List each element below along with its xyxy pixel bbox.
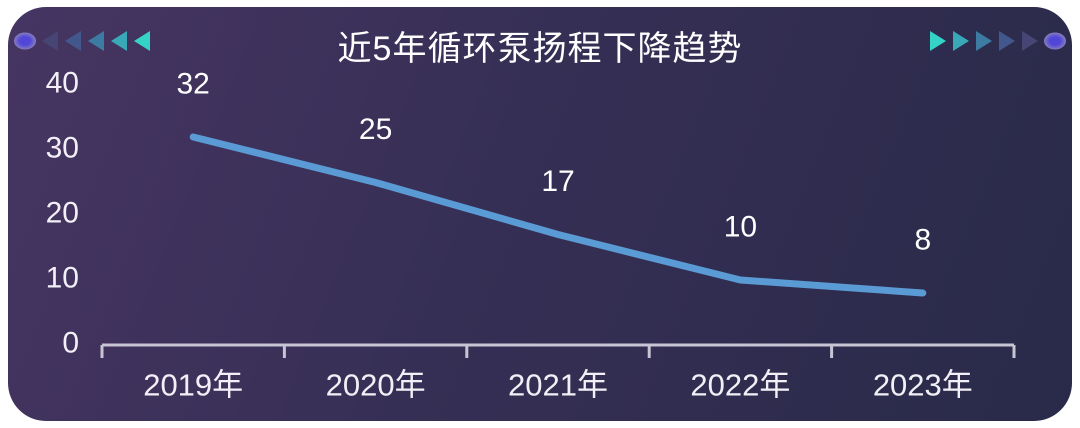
oval-dot-icon xyxy=(1044,32,1066,50)
arrow-left-icon xyxy=(42,31,58,51)
arrow-right-icon xyxy=(930,31,946,51)
arrow-right-icon xyxy=(1022,31,1038,51)
oval-dot-icon xyxy=(14,32,36,50)
arrow-right-icon xyxy=(976,31,992,51)
arrow-left-icon xyxy=(111,31,127,51)
arrow-left-icon xyxy=(134,31,150,51)
arrow-right-icon xyxy=(953,31,969,51)
left-arrows-decoration xyxy=(14,31,150,51)
arrow-left-icon xyxy=(88,31,104,51)
chart-card: 近5年循环泵扬程下降趋势 xyxy=(8,7,1072,421)
chart-title: 近5年循环泵扬程下降趋势 xyxy=(337,30,743,68)
right-arrows-decoration xyxy=(930,31,1066,51)
arrow-right-icon xyxy=(999,31,1015,51)
arrow-left-icon xyxy=(65,31,81,51)
